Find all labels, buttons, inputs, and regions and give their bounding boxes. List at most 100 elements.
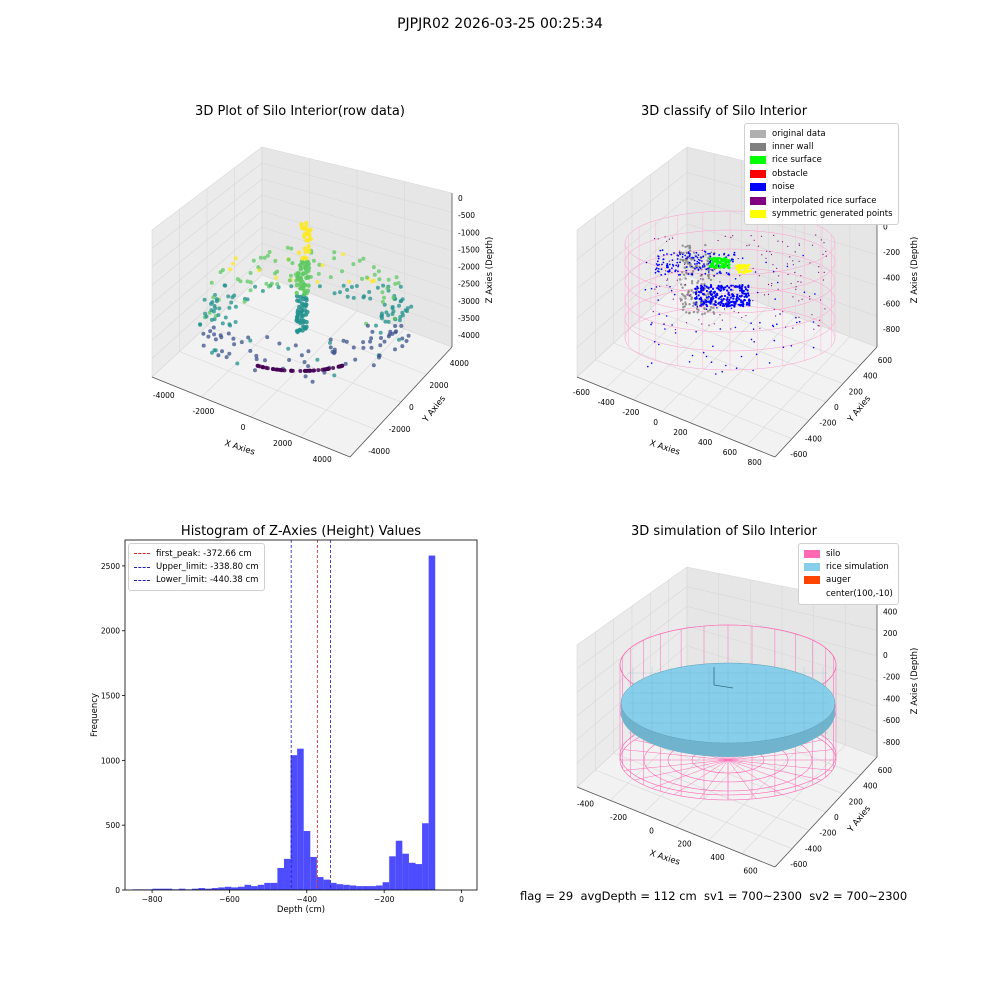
data-point	[719, 285, 722, 288]
data-point	[328, 340, 332, 345]
data-point	[354, 284, 359, 288]
data-point	[332, 250, 337, 255]
data-point	[341, 252, 346, 257]
data-point	[710, 293, 713, 297]
data-point	[734, 285, 737, 288]
data-point	[753, 341, 755, 343]
data-point	[664, 236, 666, 238]
data-point	[823, 271, 825, 273]
data-point	[254, 357, 259, 362]
data-point	[678, 278, 682, 281]
grid-line	[576, 172, 688, 260]
data-point	[798, 321, 801, 323]
data-point	[275, 367, 280, 372]
data-point	[704, 243, 707, 247]
data-point	[684, 297, 687, 300]
data-point	[351, 295, 356, 300]
data-point	[814, 293, 816, 295]
y-tick-label: 400	[863, 782, 878, 791]
data-point	[666, 253, 668, 255]
data-point	[812, 321, 815, 323]
data-point	[732, 304, 735, 307]
data-point	[677, 264, 680, 267]
y-tick-label: 200	[849, 797, 864, 806]
y-tick-label: 2000	[429, 381, 448, 390]
data-point	[729, 288, 733, 291]
data-point	[372, 272, 377, 277]
data-point	[248, 348, 253, 353]
data-point	[798, 244, 800, 246]
data-point	[702, 351, 705, 354]
histogram-bar	[336, 884, 344, 890]
data-point	[694, 263, 696, 265]
data-point	[654, 288, 656, 290]
data-point	[763, 294, 766, 296]
data-point	[657, 257, 660, 260]
data-point	[361, 256, 366, 261]
legend-label: rice simulation	[826, 562, 889, 573]
data-point	[695, 255, 697, 258]
grid-line	[151, 146, 263, 231]
data-point	[773, 308, 775, 310]
data-point	[681, 292, 684, 296]
z-tick-label: -3500	[458, 314, 480, 323]
data-point	[755, 353, 758, 356]
data-point	[306, 231, 312, 237]
data-point	[384, 310, 389, 315]
data-point	[679, 258, 682, 261]
silo-spoke	[651, 759, 729, 789]
histogram-bar	[422, 823, 429, 890]
data-point	[795, 316, 797, 319]
data-point	[725, 260, 729, 264]
legend-label: center(100,-10)	[826, 588, 893, 599]
data-point	[369, 336, 374, 341]
silo-spoke	[623, 759, 729, 771]
data-point	[302, 368, 307, 373]
data-point	[767, 283, 770, 286]
data-point	[328, 345, 333, 350]
data-point	[708, 265, 712, 268]
data-point	[705, 289, 708, 293]
data-point	[209, 280, 214, 285]
data-point	[235, 277, 240, 282]
data-point	[273, 258, 278, 263]
data-point	[742, 302, 745, 305]
data-point	[777, 288, 779, 290]
data-point	[743, 299, 747, 302]
data-point	[300, 256, 305, 261]
data-point	[700, 256, 702, 259]
data-point	[718, 254, 721, 256]
data-point	[803, 291, 806, 294]
data-point	[710, 298, 713, 301]
data-point	[785, 326, 787, 328]
data-point	[759, 321, 761, 324]
silo-spoke	[673, 759, 729, 795]
z-tick-label: -400	[883, 274, 900, 283]
data-point	[809, 298, 811, 300]
y-tick-label: 400	[863, 372, 878, 381]
data-point	[709, 252, 711, 255]
data-point	[379, 336, 383, 340]
data-point	[713, 303, 716, 306]
data-point	[286, 346, 291, 351]
data-point	[223, 315, 228, 320]
x-tick-label: −600	[219, 895, 240, 904]
data-point	[750, 338, 753, 341]
panel4-rice-simulation	[620, 662, 836, 757]
data-point	[298, 277, 303, 282]
panel1-title: 3D Plot of Silo Interior(row data)	[195, 104, 405, 119]
legend-entry: interpolated rice surface	[750, 194, 893, 207]
data-point	[381, 283, 386, 288]
histogram-bar	[251, 886, 258, 890]
data-point	[296, 271, 301, 276]
data-point	[744, 264, 747, 267]
y-axis-line	[774, 756, 878, 868]
data-point	[767, 293, 770, 295]
data-point	[717, 288, 721, 291]
data-point	[792, 296, 794, 298]
data-point	[765, 261, 767, 264]
data-point	[782, 346, 785, 349]
data-point	[759, 327, 761, 329]
data-point	[681, 258, 684, 262]
data-point	[198, 322, 203, 327]
